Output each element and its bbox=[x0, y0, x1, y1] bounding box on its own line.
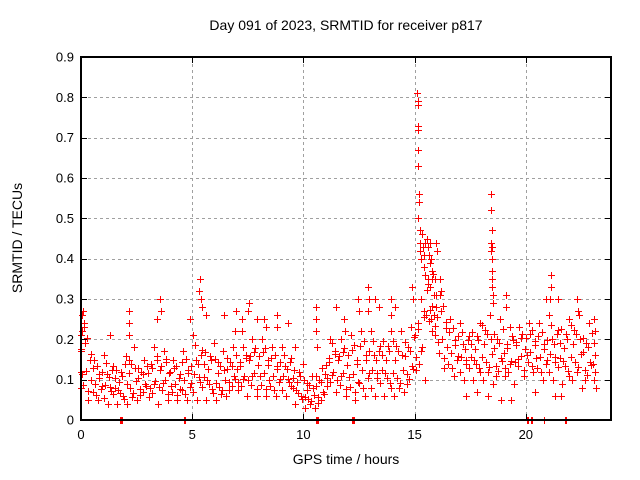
data-points bbox=[78, 90, 600, 424]
y-tick-label: 0.8 bbox=[56, 90, 74, 105]
y-tick-label: 0 bbox=[67, 413, 74, 428]
y-tick-label: 0.7 bbox=[56, 130, 74, 145]
series-SRMTID-markers bbox=[78, 90, 600, 424]
plot-border bbox=[80, 56, 612, 421]
y-tick-label: 0.3 bbox=[56, 292, 74, 307]
chart-title: Day 091 of 2023, SRMTID for receiver p81… bbox=[209, 17, 482, 33]
y-tick-label: 0.5 bbox=[56, 211, 74, 226]
y-tick-label: 0.4 bbox=[56, 251, 74, 266]
x-tick-label: 5 bbox=[189, 427, 196, 442]
y-tick-label: 0.9 bbox=[56, 50, 74, 65]
y-tick-label: 0.1 bbox=[56, 372, 74, 387]
y-tick-label: 0.6 bbox=[56, 171, 74, 186]
x-axis-label: GPS time / hours bbox=[293, 451, 400, 467]
tick-labels: 0 5 10 15 20 0 0.1 0.2 0.3 0.4 0.5 0.6 0.7 0.8 0.9 bbox=[56, 50, 533, 443]
y-axis-label: SRMTID / TECUs bbox=[9, 183, 25, 293]
y-tick-label: 0.2 bbox=[56, 332, 74, 347]
x-tick-label: 15 bbox=[407, 427, 421, 442]
x-tick-label: 10 bbox=[296, 427, 310, 442]
x-tick-label: 0 bbox=[77, 427, 84, 442]
x-tick-label: 20 bbox=[519, 427, 533, 442]
